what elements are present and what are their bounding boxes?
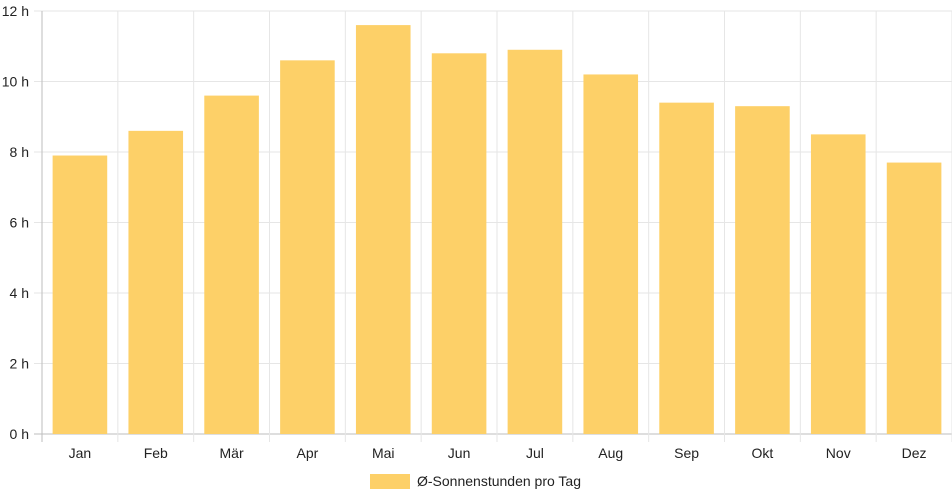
bar-Mai[interactable] (355, 25, 411, 434)
y-tick-label: 12 h (2, 3, 29, 19)
bar-Mär[interactable] (204, 95, 259, 434)
x-tick-label: Jul (526, 445, 544, 461)
x-tick-label: Okt (752, 445, 774, 461)
x-tick-label: Nov (826, 445, 851, 461)
legend[interactable]: Ø-Sonnenstunden pro Tag (370, 473, 581, 489)
x-tick-label: Jan (69, 445, 92, 461)
x-tick-label: Dez (902, 445, 927, 461)
bar-Okt[interactable] (735, 106, 790, 435)
y-axis: 0 h 2 h 4 h 6 h 8 h 10 h 12 h (2, 3, 29, 442)
x-tick-label: Feb (144, 445, 168, 461)
legend-label: Ø-Sonnenstunden pro Tag (417, 473, 581, 489)
bar-Aug[interactable] (583, 74, 639, 434)
x-axis: Jan Feb Mär Apr Mai Jun Jul Aug Sep Okt Nov Dez (69, 445, 927, 461)
x-tick-label: Mai (372, 445, 395, 461)
bar-Jul[interactable] (507, 49, 563, 435)
bar-Feb[interactable] (128, 130, 184, 434)
bar-Sep[interactable] (659, 102, 714, 435)
y-tick-label: 8 h (10, 144, 29, 160)
y-tick-label: 0 h (10, 426, 29, 442)
y-tick-label: 6 h (10, 215, 29, 231)
y-tick-label: 2 h (10, 356, 29, 372)
bar-Jun[interactable] (431, 53, 487, 435)
bar-Jan[interactable] (52, 155, 108, 434)
x-tick-label: Apr (297, 445, 319, 461)
legend-swatch (370, 474, 410, 489)
bars (52, 25, 942, 435)
x-tick-label: Mär (220, 445, 244, 461)
x-tick-label: Aug (598, 445, 623, 461)
bar-Dez[interactable] (886, 162, 942, 434)
bar-Nov[interactable] (810, 134, 866, 434)
x-tick-label: Jun (448, 445, 471, 461)
y-tick-label: 10 h (2, 74, 29, 90)
bar-Apr[interactable] (280, 60, 335, 434)
x-tick-label: Sep (674, 445, 699, 461)
grid-lines (34, 10, 952, 442)
y-tick-label: 4 h (10, 285, 29, 301)
